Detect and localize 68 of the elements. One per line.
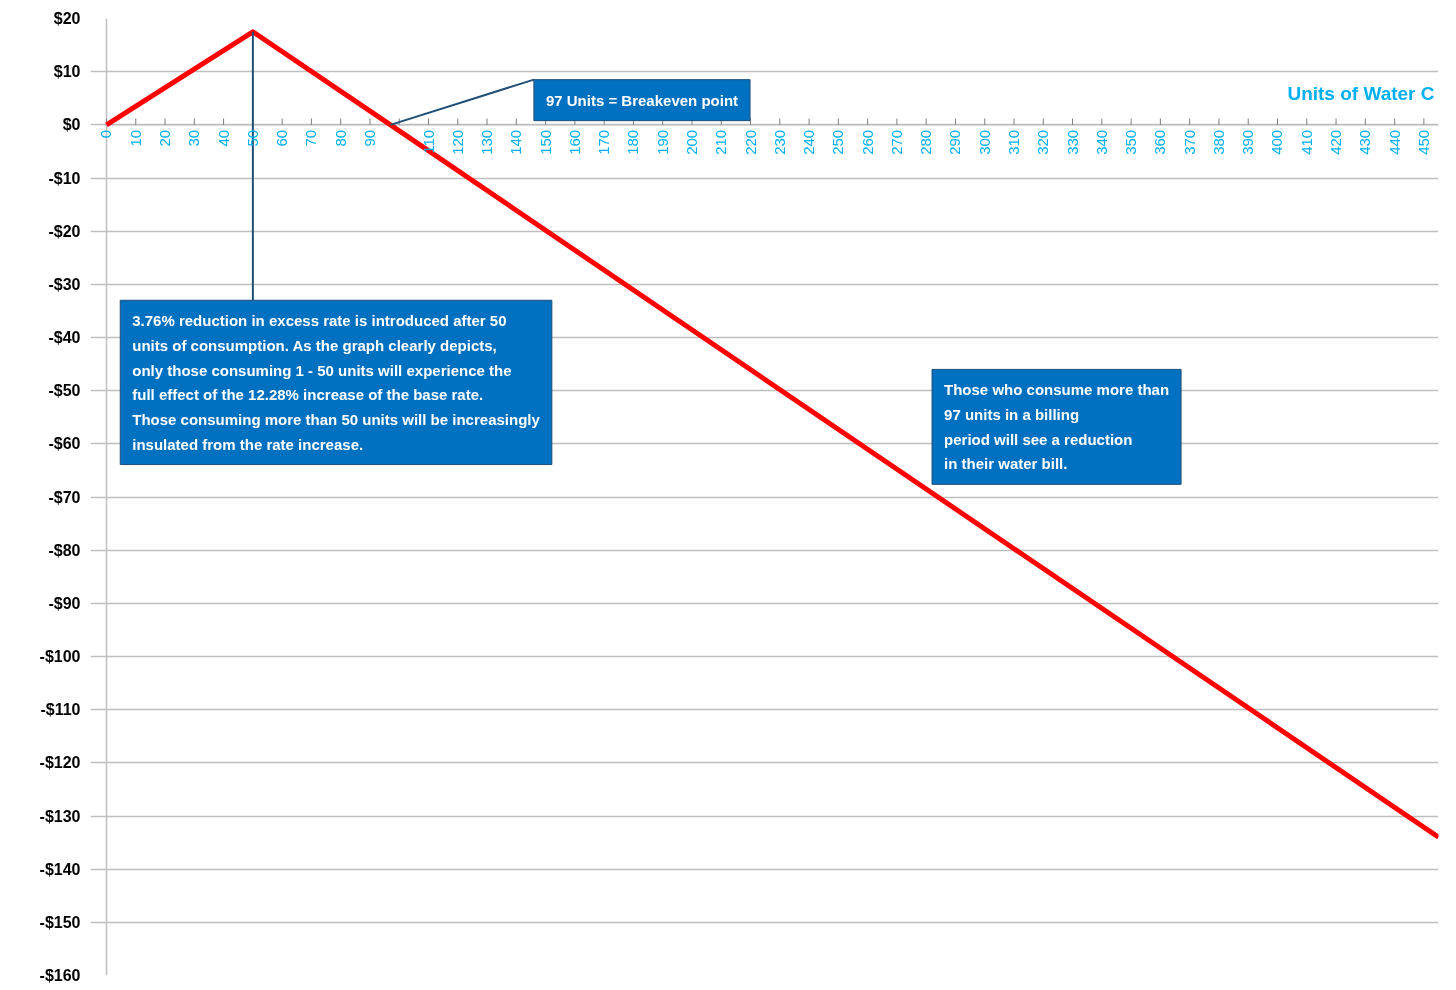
y-tick-label: -$60 bbox=[48, 435, 81, 453]
x-tick-label: 280 bbox=[917, 129, 935, 155]
x-tick-label: 220 bbox=[741, 129, 759, 155]
x-tick-label: 140 bbox=[507, 129, 525, 155]
y-tick-label: -$80 bbox=[48, 541, 81, 559]
x-tick-label: 90 bbox=[360, 129, 378, 147]
x-tick-label: 20 bbox=[156, 129, 174, 147]
annotation: Those who consume more than 97 units in a billing period will see a reduction in their water bill. bbox=[944, 381, 1170, 473]
x-tick-label: 370 bbox=[1180, 129, 1198, 155]
x-tick-label: 360 bbox=[1151, 129, 1169, 155]
x-tick-label: 260 bbox=[858, 129, 876, 155]
y-tick-label: -$160 bbox=[39, 967, 81, 984]
x-tick-label: 50 bbox=[243, 129, 261, 147]
x-tick-label: 430 bbox=[1356, 129, 1374, 155]
y-tick-label: -$140 bbox=[39, 860, 81, 878]
x-tick-label: 400 bbox=[1268, 129, 1286, 155]
y-tick-label: -$110 bbox=[40, 701, 81, 719]
x-tick-label: 80 bbox=[331, 129, 349, 147]
x-tick-label: 420 bbox=[1327, 129, 1345, 155]
y-tick-label: -$100 bbox=[39, 648, 81, 665]
x-tick-label: 200 bbox=[682, 129, 700, 155]
y-tick-label: $10 bbox=[53, 63, 81, 81]
y-tick-label: -$70 bbox=[48, 488, 81, 506]
x-tick-label: 70 bbox=[302, 129, 320, 147]
x-tick-label: 40 bbox=[214, 129, 232, 147]
x-tick-label: 60 bbox=[273, 129, 291, 147]
x-tick-label: 390 bbox=[1239, 129, 1257, 155]
x-tick-label: 340 bbox=[1092, 129, 1110, 155]
y-tick-label: -$50 bbox=[48, 382, 81, 400]
x-tick-label: 440 bbox=[1385, 129, 1403, 155]
x-tick-label: 450 bbox=[1414, 129, 1432, 155]
y-tick-label: -$20 bbox=[48, 222, 81, 240]
y-tick-label: -$10 bbox=[48, 169, 81, 187]
x-tick-label: 190 bbox=[653, 129, 671, 155]
x-tick-label: 240 bbox=[800, 129, 818, 155]
x-tick-label: 0 bbox=[97, 129, 115, 139]
y-tick-label: -$150 bbox=[39, 913, 81, 931]
x-tick-label: 380 bbox=[1209, 129, 1227, 155]
y-tick-label: $20 bbox=[53, 10, 81, 27]
annotation: 97 Units = Breakeven point bbox=[545, 91, 739, 109]
x-tick-label: 170 bbox=[595, 129, 613, 155]
x-tick-label: 410 bbox=[1297, 129, 1315, 155]
x-tick-label: 300 bbox=[975, 129, 993, 155]
x-tick-label: 350 bbox=[1122, 129, 1140, 155]
y-tick-label: -$30 bbox=[48, 275, 81, 293]
x-tick-label: 180 bbox=[624, 129, 642, 155]
x-tick-label: 120 bbox=[448, 129, 466, 155]
y-tick-label: -$130 bbox=[39, 807, 81, 825]
annotation: 3.76% reduction in excess rate is introduced after 50 units of consumption. As the graph clearly depicts, only those consuming 1 - 50 units will experience the full effect of the 12.28% increase of the base rate. Those consuming more than 50 units will be increasingly insulated from the rate increase. bbox=[132, 312, 541, 453]
x-tick-label: 320 bbox=[1034, 129, 1052, 155]
x-tick-label: 270 bbox=[887, 129, 905, 155]
x-tick-label: 210 bbox=[712, 129, 730, 155]
x-tick-label: 150 bbox=[536, 129, 554, 155]
x-tick-label: 110 bbox=[419, 129, 437, 154]
x-tick-label: 160 bbox=[565, 129, 583, 155]
x-tick-label: 310 bbox=[1005, 129, 1023, 155]
y-tick-label: $0 bbox=[62, 116, 81, 134]
y-tick-label: -$40 bbox=[48, 329, 81, 346]
x-tick-label: 250 bbox=[829, 129, 847, 155]
x-axis-title: Units of Water C bbox=[1287, 82, 1435, 104]
x-tick-label: 330 bbox=[1063, 129, 1081, 155]
x-tick-label: 230 bbox=[770, 129, 788, 155]
y-tick-label: -$90 bbox=[48, 594, 81, 612]
x-tick-label: 130 bbox=[478, 129, 496, 155]
x-tick-label: 290 bbox=[946, 129, 964, 155]
x-tick-label: 10 bbox=[126, 129, 144, 147]
x-tick-label: 30 bbox=[185, 129, 203, 147]
y-tick-label: -$120 bbox=[39, 754, 81, 772]
